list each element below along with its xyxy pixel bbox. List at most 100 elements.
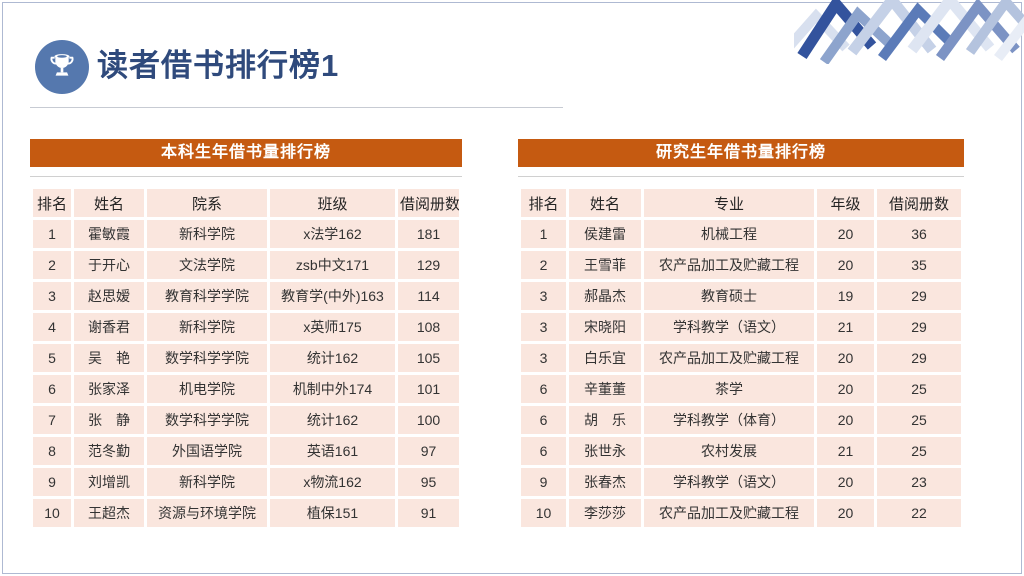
table-cell: 97 <box>398 437 459 465</box>
table-cell: 19 <box>817 282 874 310</box>
table-row: 10 李莎莎 农产品加工及贮藏工程 20 22 <box>521 499 961 527</box>
column-header: 班级 <box>270 189 395 217</box>
table-cell: 4 <box>33 313 71 341</box>
table-cell: 霍敏霞 <box>74 220 144 248</box>
table-cell: 资源与环境学院 <box>147 499 267 527</box>
table-cell: 9 <box>33 468 71 496</box>
table-cell: 统计162 <box>270 406 395 434</box>
table-cell: 100 <box>398 406 459 434</box>
table-cell: 20 <box>817 468 874 496</box>
table-row: 2 王雪菲 农产品加工及贮藏工程 20 35 <box>521 251 961 279</box>
table-row: 4 谢香君 新科学院 x英师175 108 <box>33 313 459 341</box>
table-cell: 20 <box>817 220 874 248</box>
table-cell: 吴 艳 <box>74 344 144 372</box>
table-cell: 2 <box>521 251 566 279</box>
column-header: 借阅册数 <box>398 189 459 217</box>
table-cell: 王雪菲 <box>569 251 641 279</box>
table-cell: 6 <box>521 437 566 465</box>
table-cell: 新科学院 <box>147 220 267 248</box>
table-cell: 6 <box>521 406 566 434</box>
table-cell: 29 <box>877 313 961 341</box>
undergrad-ranking-table: 排名 姓名 院系 班级 借阅册数 1 霍敏霞 新科学院 x法学162 181 2 于开心 文法学院 zs… <box>30 186 462 530</box>
table-row: 6 张世永 农村发展 21 25 <box>521 437 961 465</box>
column-header: 院系 <box>147 189 267 217</box>
table-cell: 1 <box>521 220 566 248</box>
table-cell: 机制中外174 <box>270 375 395 403</box>
table-cell: zsb中文171 <box>270 251 395 279</box>
table-cell: 辛董董 <box>569 375 641 403</box>
table-cell: 机电学院 <box>147 375 267 403</box>
table-cell: 91 <box>398 499 459 527</box>
grad-table-title-banner: 研究生年借书量排行榜 <box>518 139 964 167</box>
table-cell: 白乐宜 <box>569 344 641 372</box>
table-cell: 学科教学（语文） <box>644 468 814 496</box>
table-cell: 李莎莎 <box>569 499 641 527</box>
table-cell: 于开心 <box>74 251 144 279</box>
table-cell: 29 <box>877 282 961 310</box>
table-cell: 129 <box>398 251 459 279</box>
table-row: 9 刘增凯 新科学院 x物流162 95 <box>33 468 459 496</box>
table-cell: 教育学(中外)163 <box>270 282 395 310</box>
table-cell: 95 <box>398 468 459 496</box>
table-cell: 20 <box>817 251 874 279</box>
table-cell: 郝晶杰 <box>569 282 641 310</box>
table-cell: 20 <box>817 499 874 527</box>
table-cell: 3 <box>521 282 566 310</box>
table-cell: 教育硕士 <box>644 282 814 310</box>
column-header: 姓名 <box>74 189 144 217</box>
table-row: 10 王超杰 资源与环境学院 植保151 91 <box>33 499 459 527</box>
table-cell: 108 <box>398 313 459 341</box>
undergrad-ranking-section: 本科生年借书量排行榜 排名 姓名 院系 班级 借阅册数 1 霍敏霞 新科学院 x法学162 18… <box>30 139 462 530</box>
table-row: 9 张春杰 学科教学（语文） 20 23 <box>521 468 961 496</box>
table-cell: 外国语学院 <box>147 437 267 465</box>
table-cell: 181 <box>398 220 459 248</box>
title-divider <box>30 107 563 108</box>
table-cell: 英语161 <box>270 437 395 465</box>
table-row: 1 侯建雷 机械工程 20 36 <box>521 220 961 248</box>
table-cell: 3 <box>521 313 566 341</box>
table-cell: 10 <box>33 499 71 527</box>
table-cell: 36 <box>877 220 961 248</box>
table-cell: 植保151 <box>270 499 395 527</box>
table-cell: 范冬勤 <box>74 437 144 465</box>
table-cell: 教育科学学院 <box>147 282 267 310</box>
banner-divider <box>30 176 462 177</box>
table-cell: 25 <box>877 437 961 465</box>
trophy-icon <box>35 40 89 94</box>
table-cell: 23 <box>877 468 961 496</box>
table-cell: 茶学 <box>644 375 814 403</box>
table-row: 3 赵思嫒 教育科学学院 教育学(中外)163 114 <box>33 282 459 310</box>
table-row: 2 于开心 文法学院 zsb中文171 129 <box>33 251 459 279</box>
table-cell: 20 <box>817 375 874 403</box>
table-row: 3 郝晶杰 教育硕士 19 29 <box>521 282 961 310</box>
table-row: 6 辛董董 茶学 20 25 <box>521 375 961 403</box>
table-cell: 农产品加工及贮藏工程 <box>644 344 814 372</box>
table-cell: 1 <box>33 220 71 248</box>
undergrad-table-title-banner: 本科生年借书量排行榜 <box>30 139 462 167</box>
table-cell: 2 <box>33 251 71 279</box>
table-cell: x物流162 <box>270 468 395 496</box>
column-header: 排名 <box>521 189 566 217</box>
table-cell: 7 <box>33 406 71 434</box>
page-title: 读者借书排行榜1 <box>97 48 340 83</box>
table-cell: 101 <box>398 375 459 403</box>
table-cell: 3 <box>33 282 71 310</box>
table-cell: 农产品加工及贮藏工程 <box>644 499 814 527</box>
table-cell: 25 <box>877 375 961 403</box>
table-cell: 3 <box>521 344 566 372</box>
table-cell: 35 <box>877 251 961 279</box>
table-cell: x英师175 <box>270 313 395 341</box>
table-cell: 机械工程 <box>644 220 814 248</box>
table-cell: 6 <box>33 375 71 403</box>
grad-ranking-table: 排名 姓名 专业 年级 借阅册数 1 侯建雷 机械工程 20 36 2 王雪菲 农产品加工及贮藏工程 2… <box>518 186 964 530</box>
table-cell: 文法学院 <box>147 251 267 279</box>
table-row: 3 宋晓阳 学科教学（语文） 21 29 <box>521 313 961 341</box>
table-cell: 20 <box>817 344 874 372</box>
column-header: 专业 <box>644 189 814 217</box>
table-cell: 胡 乐 <box>569 406 641 434</box>
table-cell: 8 <box>33 437 71 465</box>
table-cell: 张世永 <box>569 437 641 465</box>
table-header-row: 排名 姓名 院系 班级 借阅册数 <box>33 189 459 217</box>
table-cell: 侯建雷 <box>569 220 641 248</box>
